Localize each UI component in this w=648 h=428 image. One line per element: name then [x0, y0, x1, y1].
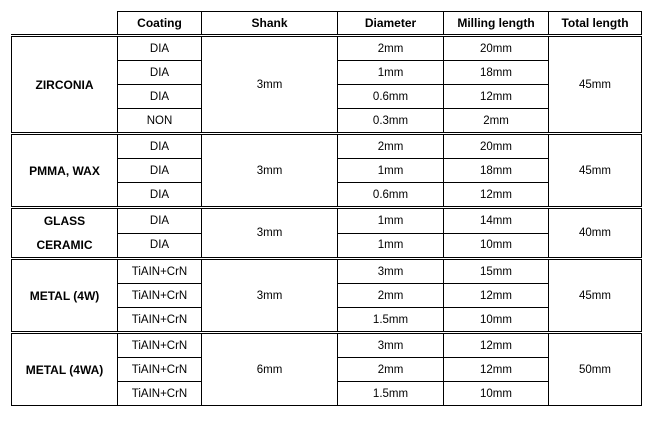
shank-cell: 3mm: [201, 257, 338, 333]
table-row: METAL (4W) TiAIN+CrN 3mm 3mm 15mm 45mm: [11, 257, 642, 333]
coating-cell: DIA: [117, 34, 202, 61]
table-row: PMMA, WAX DIA 3mm 2mm 20mm 45mm: [11, 132, 642, 208]
diameter-cell: 2mm: [337, 357, 444, 382]
shank-cell: 3mm: [201, 34, 338, 134]
material-label: METAL (4WA): [25, 362, 104, 377]
table-row: TiAIN+CrN 2mm 12mm: [12, 357, 642, 382]
table-row: ZIRCONIA DIA 3mm 2mm 20mm 45mm: [11, 34, 642, 134]
header-row: Coating Shank Diameter Milling length To…: [11, 11, 642, 36]
header-milling-length: Milling length: [443, 11, 549, 36]
coating-cell: TiAIN+CrN: [117, 381, 202, 406]
diameter-cell: 1mm: [337, 158, 444, 183]
diameter-cell: 1.5mm: [337, 307, 444, 333]
table-row: TiAIN+CrN 1.5mm 10mm: [12, 381, 642, 406]
table-row: TiAIN+CrN 1.5mm 10mm: [12, 307, 642, 333]
shank-cell: 3mm: [201, 132, 338, 208]
diameter-cell: 1mm: [337, 60, 444, 85]
material-cell: GLASS CERAMIC: [11, 206, 118, 259]
total-length-cell: 45mm: [548, 34, 642, 134]
header-total-length: Total length: [548, 11, 642, 36]
table-body: ZIRCONIA DIA 3mm 2mm 20mm 45mm DIA 1mm 18mm DIA 0.…: [11, 34, 642, 406]
coating-cell: DIA: [117, 60, 202, 85]
table-row: TiAIN+CrN 2mm 12mm: [12, 283, 642, 308]
milling-length-cell: 2mm: [443, 108, 549, 134]
milling-length-cell: 20mm: [443, 132, 549, 159]
milling-length-cell: 12mm: [443, 283, 549, 308]
coating-cell: DIA: [117, 84, 202, 109]
total-length-cell: 40mm: [548, 206, 642, 259]
milling-length-cell: 14mm: [443, 206, 549, 234]
material-label: GLASS: [43, 214, 86, 228]
diameter-cell: 2mm: [337, 34, 444, 61]
milling-length-cell: 18mm: [443, 60, 549, 85]
material-label: PMMA, WAX: [29, 163, 100, 178]
material-cell: METAL (4WA): [11, 331, 118, 406]
header-coating: Coating: [117, 11, 202, 36]
coating-cell: NON: [117, 108, 202, 134]
milling-length-cell: 20mm: [443, 34, 549, 61]
coating-cell: DIA: [117, 232, 202, 259]
milling-length-cell: 12mm: [443, 331, 549, 358]
milling-length-cell: 12mm: [443, 182, 549, 208]
coating-cell: TiAIN+CrN: [117, 307, 202, 333]
coating-cell: TiAIN+CrN: [117, 257, 202, 284]
coating-cell: DIA: [117, 132, 202, 159]
table-row: GLASS CERAMIC DIA 3mm 1mm 14mm 40mm: [11, 206, 642, 259]
table-row: DIA 0.6mm 12mm: [12, 84, 642, 109]
table-row: DIA 1mm 18mm: [12, 158, 642, 183]
diameter-cell: 2mm: [337, 283, 444, 308]
diameter-cell: 0.3mm: [337, 108, 444, 134]
material-cell: PMMA, WAX: [11, 132, 118, 208]
table-row: DIA 1mm 10mm: [12, 232, 642, 259]
coating-cell: TiAIN+CrN: [117, 357, 202, 382]
milling-length-cell: 12mm: [443, 357, 549, 382]
diameter-cell: 1.5mm: [337, 381, 444, 406]
table-row: NON 0.3mm 2mm: [12, 108, 642, 134]
shank-cell: 3mm: [201, 206, 338, 259]
milling-length-cell: 18mm: [443, 158, 549, 183]
shank-cell: 6mm: [201, 331, 338, 406]
total-length-cell: 50mm: [548, 331, 642, 406]
coating-cell: DIA: [117, 182, 202, 208]
coating-cell: DIA: [117, 158, 202, 183]
coating-cell: TiAIN+CrN: [117, 331, 202, 358]
material-cell: ZIRCONIA: [11, 34, 118, 134]
diameter-cell: 0.6mm: [337, 84, 444, 109]
milling-length-cell: 10mm: [443, 307, 549, 333]
material-cell: METAL (4W): [11, 257, 118, 333]
material-label: METAL (4W): [29, 288, 100, 303]
milling-length-cell: 10mm: [443, 232, 549, 259]
material-label: ZIRCONIA: [35, 77, 94, 92]
total-length-cell: 45mm: [548, 257, 642, 333]
diameter-cell: 2mm: [337, 132, 444, 159]
tool-spec-table: Coating Shank Diameter Milling length To…: [11, 11, 642, 406]
diameter-cell: 1mm: [337, 206, 444, 234]
milling-length-cell: 10mm: [443, 381, 549, 406]
diameter-cell: 1mm: [337, 232, 444, 259]
table-row: DIA 0.6mm 12mm: [12, 182, 642, 208]
coating-cell: DIA: [117, 206, 202, 234]
total-length-cell: 45mm: [548, 132, 642, 208]
header-shank: Shank: [201, 11, 338, 36]
diameter-cell: 0.6mm: [337, 182, 444, 208]
milling-length-cell: 12mm: [443, 84, 549, 109]
coating-cell: TiAIN+CrN: [117, 283, 202, 308]
material-label: CERAMIC: [36, 238, 93, 252]
header-blank: [11, 11, 118, 36]
milling-length-cell: 15mm: [443, 257, 549, 284]
table-row: METAL (4WA) TiAIN+CrN 6mm 3mm 12mm 50mm: [11, 331, 642, 406]
header-diameter: Diameter: [337, 11, 444, 36]
table-row: DIA 1mm 18mm: [12, 60, 642, 85]
diameter-cell: 3mm: [337, 331, 444, 358]
diameter-cell: 3mm: [337, 257, 444, 284]
